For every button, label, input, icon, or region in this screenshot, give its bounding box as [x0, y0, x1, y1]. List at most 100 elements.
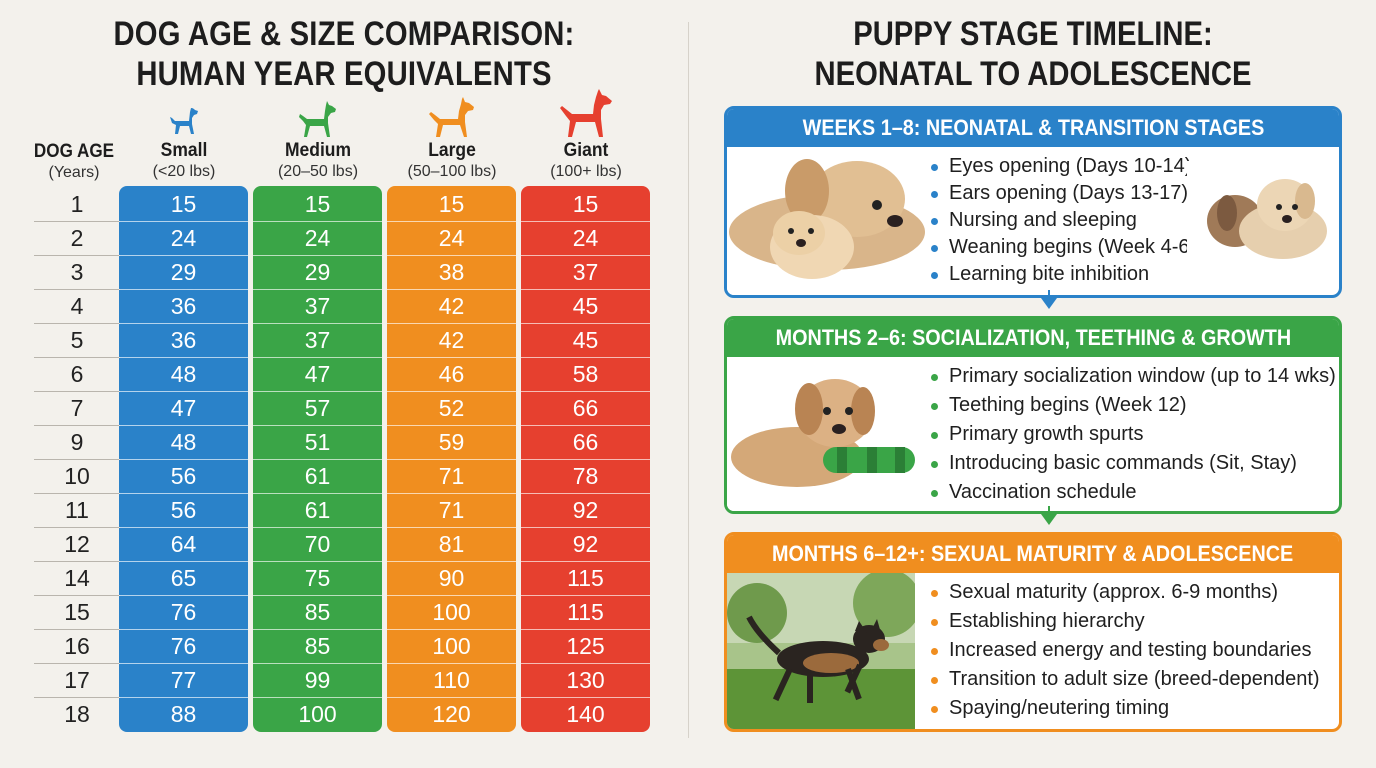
row-divider	[253, 289, 382, 290]
row-divider	[521, 425, 650, 426]
age-cell: 15	[64, 599, 90, 625]
timeline-connector-2	[1048, 506, 1050, 516]
age-cell: 10	[64, 463, 90, 489]
row-divider	[119, 697, 248, 698]
large-value-cell: 52	[438, 395, 465, 421]
row-divider	[521, 459, 650, 460]
stage-adolescence-list: Sexual maturity (approx. 6-9 months) Est…	[931, 579, 1320, 722]
row-divider	[387, 595, 516, 596]
age-cell: 11	[65, 497, 89, 523]
medium-values-column: 15 24 29 37 37 47 57 51 61 61 70 75 85 85 99 100	[253, 187, 382, 731]
row-divider	[34, 255, 120, 256]
giant-value-cell: 140	[566, 701, 605, 727]
stage-socialization-item: Primary growth spurts	[931, 421, 1336, 448]
arrow-down-icon	[1041, 298, 1057, 309]
age-cell: 16	[64, 633, 90, 659]
dog-age-unit: (Years)	[48, 164, 100, 181]
large-value-cell: 71	[438, 497, 465, 523]
row-divider	[387, 697, 516, 698]
timeline-title: PUPPY STAGE TIMELINE: NEONATAL TO ADOLES…	[747, 14, 1320, 94]
stage-adolescence-item: Establishing hierarchy	[931, 608, 1320, 635]
row-divider	[34, 527, 120, 528]
puppies-sleeping-photo	[727, 147, 927, 295]
row-divider	[34, 323, 120, 324]
timeline-title-line2: NEONATAL TO ADOLESCENCE	[814, 55, 1252, 93]
timeline-title-line1: PUPPY STAGE TIMELINE:	[853, 15, 1213, 53]
row-divider	[387, 391, 516, 392]
row-divider	[253, 595, 382, 596]
medium-value-cell: 85	[304, 599, 331, 625]
age-cell: 2	[70, 225, 84, 251]
age-cell: 14	[64, 565, 90, 591]
row-divider	[387, 527, 516, 528]
stage-neonatal-item: Nursing and sleeping	[931, 207, 1196, 234]
center-divider	[688, 22, 689, 738]
row-divider	[387, 459, 516, 460]
medium-value-cell: 61	[304, 463, 331, 489]
age-cell: 3	[70, 259, 84, 285]
timeline-connector-1	[1048, 290, 1050, 300]
small-value-cell: 88	[170, 701, 197, 727]
row-divider	[34, 493, 120, 494]
row-divider	[119, 663, 248, 664]
age-cell: 18	[64, 701, 90, 727]
giant-value-cell: 24	[572, 225, 599, 251]
puppy-chewing-toy-photo	[727, 357, 927, 511]
large-value-cell: 42	[438, 293, 465, 319]
row-divider	[253, 527, 382, 528]
giant-value-cell: 45	[572, 327, 599, 353]
large-value-cell: 24	[438, 225, 465, 251]
small-value-cell: 76	[170, 599, 197, 625]
giant-value-cell: 130	[566, 667, 605, 693]
row-divider	[387, 323, 516, 324]
row-divider	[521, 527, 650, 528]
row-divider	[34, 697, 120, 698]
stage-adolescence-title: MONTHS 6–12+: SEXUAL MATURITY & ADOLESCE…	[772, 541, 1294, 566]
row-divider	[119, 629, 248, 630]
puppies-cuddling-photo	[1187, 161, 1337, 271]
giant-values-column: 15 24 37 45 45 58 66 66 78 92 92 115 115 125 130 140	[521, 187, 650, 731]
row-divider	[119, 527, 248, 528]
age-cell: 6	[70, 361, 84, 387]
giant-value-cell: 15	[572, 191, 599, 217]
row-divider	[387, 221, 516, 222]
column-name-giant: Giant	[563, 140, 609, 161]
row-divider	[387, 629, 516, 630]
row-divider	[119, 391, 248, 392]
giant-dog-icon	[521, 89, 651, 138]
stage-socialization-title: MONTHS 2–6: SOCIALIZATION, TEETHING & GR…	[775, 325, 1291, 350]
row-divider	[119, 289, 248, 290]
medium-value-cell: 85	[304, 633, 331, 659]
row-divider	[119, 425, 248, 426]
small-value-cell: 48	[170, 429, 197, 455]
column-range-giant: (100+ lbs)	[550, 163, 622, 180]
giant-value-cell: 92	[572, 497, 599, 523]
row-divider	[253, 493, 382, 494]
row-divider	[34, 561, 120, 562]
row-divider	[34, 595, 120, 596]
giant-value-cell: 125	[566, 633, 605, 659]
row-divider	[253, 221, 382, 222]
age-cell: 1	[70, 191, 84, 217]
age-cell: 12	[64, 531, 90, 557]
medium-value-cell: 15	[304, 191, 331, 217]
small-value-cell: 76	[170, 633, 197, 659]
large-value-cell: 81	[438, 531, 465, 557]
column-name-medium: Medium	[284, 140, 352, 161]
stage-neonatal-item: Weaning begins (Week 4-6)	[931, 234, 1196, 261]
stage-socialization-header: MONTHS 2–6: SOCIALIZATION, TEETHING & GR…	[727, 319, 1339, 357]
medium-value-cell: 24	[304, 225, 331, 251]
row-divider	[253, 629, 382, 630]
small-value-cell: 56	[170, 497, 197, 523]
column-header-large: Large (50–100 lbs)	[387, 96, 517, 182]
column-header-medium: Medium (20–50 lbs)	[253, 96, 383, 182]
giant-value-cell: 37	[572, 259, 599, 285]
medium-value-cell: 29	[304, 259, 331, 285]
giant-value-cell: 45	[572, 293, 599, 319]
large-value-cell: 42	[438, 327, 465, 353]
age-cell: 7	[70, 395, 84, 421]
row-divider	[253, 425, 382, 426]
stage-adolescence-item: Increased energy and testing boundaries	[931, 637, 1320, 664]
stage-adolescence-item: Transition to adult size (breed-dependen…	[931, 666, 1320, 693]
small-value-cell: 47	[170, 395, 197, 421]
